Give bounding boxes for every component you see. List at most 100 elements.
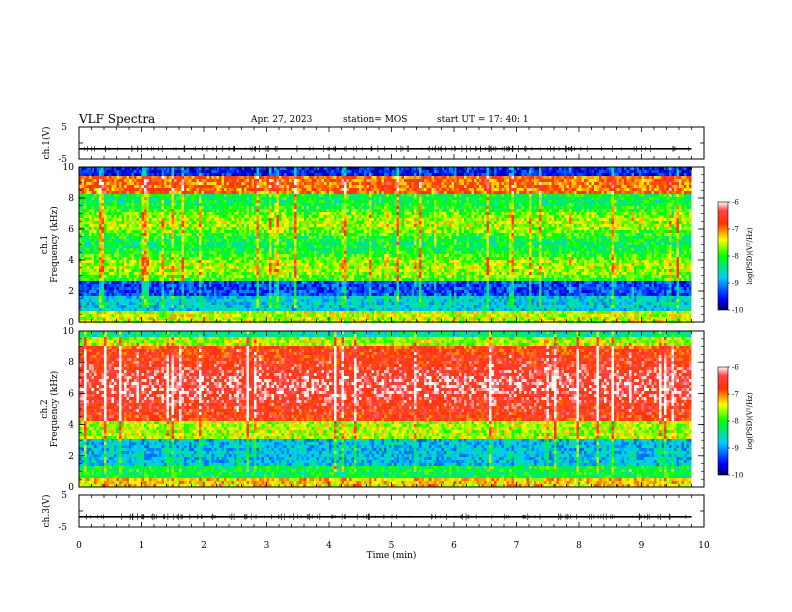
spectrogram-cell — [112, 212, 115, 215]
spectrogram-cell — [282, 206, 285, 209]
spectrogram-cell — [119, 194, 122, 197]
spectrogram-cell — [259, 260, 262, 263]
spectrogram-cell — [97, 215, 100, 218]
spectrogram-cell — [139, 284, 142, 287]
spectrogram-cell — [139, 248, 142, 251]
spectrogram-cell — [142, 200, 145, 203]
spectrogram-cell — [214, 263, 217, 266]
spectrogram-cell — [282, 176, 285, 179]
spectrogram-cell — [112, 269, 115, 272]
spectrogram-cell — [287, 287, 290, 290]
spectrogram-cell — [274, 284, 277, 287]
spectrogram-cell — [299, 305, 302, 308]
spectrogram-cell — [82, 215, 85, 218]
spectrogram-cell — [197, 290, 200, 293]
spectrogram-cell — [297, 209, 300, 212]
spectrogram-cell — [184, 308, 187, 311]
spectrogram-cell — [204, 212, 207, 215]
spectrogram-cell — [277, 227, 280, 230]
spectrogram-cell — [204, 230, 207, 233]
spectrogram-cell — [104, 209, 107, 212]
spectrogram-cell — [112, 245, 115, 248]
spectrogram-cell — [102, 215, 105, 218]
spectrogram-cell — [277, 215, 280, 218]
spectrogram-cell — [274, 311, 277, 314]
spectrogram-cell — [87, 191, 90, 194]
spectrogram-cell — [129, 179, 132, 182]
spectrogram-cell — [139, 296, 142, 299]
spectrogram-cell — [259, 272, 262, 275]
spectrogram-cell — [234, 179, 237, 182]
spectrogram-cell — [219, 317, 222, 320]
spectrogram-cell — [167, 290, 170, 293]
spectrogram-cell — [287, 302, 290, 305]
spectrogram-cell — [194, 296, 197, 299]
spectrogram-cell — [169, 179, 172, 182]
spectrogram-cell — [87, 299, 90, 302]
spectrogram-cell — [229, 302, 232, 305]
spectrogram-cell — [187, 242, 190, 245]
spectrogram-cell — [279, 269, 282, 272]
spectrogram-cell — [237, 263, 240, 266]
spectrogram-cell — [109, 314, 112, 317]
spectrogram-cell — [119, 308, 122, 311]
spectrogram-cell — [157, 260, 160, 263]
spectrogram-cell — [247, 245, 250, 248]
spectrogram-cell — [94, 224, 97, 227]
spectrogram-cell — [297, 314, 300, 317]
spectrogram-cell — [234, 263, 237, 266]
spectrogram-cell — [132, 173, 135, 176]
spectrogram-cell — [129, 242, 132, 245]
spectrogram-cell — [252, 281, 255, 284]
spectrogram-cell — [159, 239, 162, 242]
spectrogram-cell — [269, 272, 272, 275]
spectrogram-cell — [237, 287, 240, 290]
spectrogram-cell — [177, 308, 180, 311]
spectrogram-cell — [189, 212, 192, 215]
spectrogram-cell — [179, 287, 182, 290]
spectrogram-cell — [254, 203, 257, 206]
spectrogram-cell — [157, 233, 160, 236]
spectrogram-cell — [132, 215, 135, 218]
spectrogram-cell — [209, 197, 212, 200]
spectrogram-cell — [289, 242, 292, 245]
spectrogram-cell — [94, 266, 97, 269]
spectrogram-cell — [154, 224, 157, 227]
spectrogram-cell — [149, 290, 152, 293]
spectrogram-cell — [249, 197, 252, 200]
spectrogram-cell — [164, 206, 167, 209]
spectrogram-cell — [264, 251, 267, 254]
spectrogram-cell — [207, 284, 210, 287]
spectrogram-cell — [279, 230, 282, 233]
spectrogram-cell — [237, 293, 240, 296]
spectrogram-cell — [94, 233, 97, 236]
spectrogram-cell — [194, 191, 197, 194]
spectrogram-cell — [239, 248, 242, 251]
spectrogram-cell — [179, 290, 182, 293]
spectrogram-cell — [184, 272, 187, 275]
spectrogram-cell — [277, 248, 280, 251]
spectrogram-cell — [217, 296, 220, 299]
spectrogram-cell — [114, 236, 117, 239]
spectrogram-cell — [164, 200, 167, 203]
spectrogram-cell — [162, 305, 165, 308]
spectrogram-cell — [252, 173, 255, 176]
spectrogram-cell — [82, 230, 85, 233]
spectrogram-cell — [144, 296, 147, 299]
spectrogram-cell — [169, 209, 172, 212]
spectrogram-cell — [137, 296, 140, 299]
spectrogram-cell — [142, 317, 145, 320]
spectrogram-cell — [157, 245, 160, 248]
spectrogram-cell — [219, 194, 222, 197]
spectrogram-cell — [219, 251, 222, 254]
spectrogram-cell — [159, 233, 162, 236]
spectrogram-cell — [89, 242, 92, 245]
spectrogram-cell — [204, 203, 207, 206]
spectrogram-cell — [229, 242, 232, 245]
spectrogram-cell — [139, 182, 142, 185]
spectrogram-cell — [174, 191, 177, 194]
spectrogram-cell — [269, 212, 272, 215]
spectrogram-cell — [194, 200, 197, 203]
spectrogram-cell — [194, 251, 197, 254]
spectrogram-cell — [229, 170, 232, 173]
